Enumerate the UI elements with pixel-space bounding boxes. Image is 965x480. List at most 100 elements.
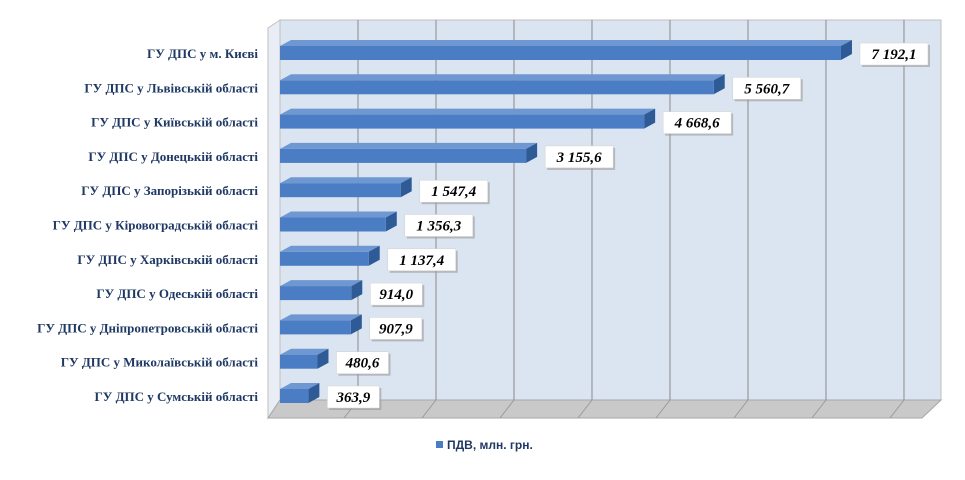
side-wall: [267, 19, 281, 420]
category-label: ГУ ДПС у Харківській області: [77, 252, 258, 267]
category-label: ГУ ДПС у Миколаївській області: [61, 355, 259, 370]
bar-side: [368, 245, 380, 266]
category-label: ГУ ДПС у Донецькій області: [88, 149, 258, 164]
bar: [280, 142, 538, 163]
data-label: 3 155,6: [544, 145, 616, 170]
data-label: 7 192,1: [859, 42, 930, 67]
legend-swatch: [436, 441, 443, 448]
bar-top: [280, 383, 320, 389]
data-label-text: 1 137,4: [399, 253, 445, 269]
data-label-box: [859, 42, 929, 66]
data-label: 1 137,4: [387, 248, 458, 273]
data-label-box: [419, 179, 488, 203]
data-label-text: 4 668,6: [674, 116, 721, 132]
data-label-box: [327, 385, 380, 409]
data-label-text: 1 547,4: [431, 184, 477, 200]
bar-side: [713, 74, 725, 95]
bar-top: [280, 314, 362, 321]
data-label-text: 5 560,7: [744, 81, 790, 97]
category-label: ГУ ДПС у Запорізькій області: [81, 183, 258, 198]
bar: [280, 245, 380, 266]
bar-side: [526, 142, 538, 163]
data-label: 914,0: [370, 282, 425, 308]
bar-top: [280, 211, 397, 218]
bar-front: [280, 148, 527, 163]
category-label: ГУ ДПС у м. Києві: [147, 46, 258, 61]
bar-front: [280, 286, 352, 301]
bar-top: [280, 245, 380, 252]
bar-front: [280, 80, 714, 95]
data-label-text: 914,0: [379, 287, 413, 303]
floor-gridline: [499, 399, 515, 419]
bar-top: [280, 40, 852, 46]
bar-front: [280, 320, 351, 335]
floor-gridline: [577, 399, 593, 419]
data-label-text: 480,6: [345, 356, 380, 372]
data-label-box: [404, 214, 474, 237]
bar-front: [280, 251, 369, 266]
floor-gridline: [811, 399, 827, 419]
data-label-text: 907,9: [379, 321, 413, 337]
bar-top: [280, 108, 656, 115]
bar-side: [840, 40, 852, 60]
category-label: ГУ ДПС у Кіровоградській області: [53, 218, 259, 233]
bar-side: [351, 280, 363, 301]
floor-gridline: [733, 399, 749, 419]
data-label: 907,9: [369, 317, 424, 342]
floor-gridline: [889, 399, 905, 419]
data-label-text: 363,9: [336, 390, 371, 406]
data-label-box: [336, 351, 389, 374]
data-label: 480,6: [336, 351, 391, 376]
bar: [280, 177, 412, 198]
bar-side: [350, 314, 362, 335]
bar-front: [280, 354, 318, 369]
data-label: 1 547,4: [419, 179, 490, 205]
data-label: 363,9: [327, 385, 382, 410]
bar-side: [385, 211, 397, 232]
data-label-box: [732, 77, 801, 100]
bar: [280, 108, 656, 129]
data-label-box: [544, 145, 614, 169]
data-label-box: [370, 282, 423, 306]
legend: ПДВ, млн. грн.: [436, 438, 533, 452]
floor-gridline: [655, 399, 671, 419]
category-label: ГУ ДПС у Дніпропетровській області: [37, 320, 258, 335]
bars: [280, 40, 852, 403]
bar-front: [280, 114, 645, 129]
data-label: 4 668,6: [662, 111, 734, 136]
bar-side: [400, 177, 412, 198]
data-label: 5 560,7: [732, 77, 803, 102]
data-label: 1 356,3: [404, 214, 475, 239]
bar-front: [280, 183, 401, 198]
bar: [280, 211, 397, 232]
bar-top: [280, 177, 412, 184]
bar-side: [644, 108, 656, 129]
bar-front: [280, 217, 386, 232]
category-labels: ГУ ДПС у м. Києві ГУ ДПС у Львівській обл…: [37, 46, 258, 404]
data-label-box: [369, 317, 423, 340]
bar: [280, 74, 725, 95]
bar: [280, 280, 363, 301]
data-label-text: 3 155,6: [556, 150, 603, 166]
bar: [280, 383, 320, 403]
category-label: ГУ ДПС у Львівській області: [84, 80, 258, 95]
category-label: ГУ ДПС у Одеській області: [96, 286, 258, 301]
data-label-text: 7 192,1: [871, 47, 916, 63]
bar-top: [280, 142, 538, 149]
bar: [280, 348, 329, 369]
value-labels: 7 192,1 5 560,7 4 668,6 3 155,6 1 547,4 1 356…: [327, 42, 930, 410]
bar: [280, 314, 362, 335]
bar-top: [280, 280, 363, 287]
bar-front: [280, 46, 841, 60]
bar-top: [280, 74, 725, 81]
data-label-text: 1 356,3: [416, 219, 462, 235]
bar-side: [308, 383, 320, 403]
data-label-box: [662, 111, 732, 134]
floor-gridline: [421, 399, 437, 419]
bar-side: [317, 348, 329, 369]
data-label-box: [387, 248, 456, 272]
category-label: ГУ ДПС у Сумській області: [95, 389, 259, 404]
category-label: ГУ ДПС у Київській області: [91, 115, 258, 130]
bar-front: [280, 389, 309, 403]
